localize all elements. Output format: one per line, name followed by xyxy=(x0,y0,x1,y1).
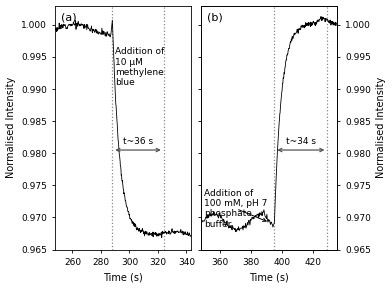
Text: Addition of
100 mM, pH 7
phosphate
buffer: Addition of 100 mM, pH 7 phosphate buffe… xyxy=(204,189,268,229)
Y-axis label: Normalised Intensity: Normalised Intensity xyxy=(5,77,16,178)
Y-axis label: Normalised Intensity: Normalised Intensity xyxy=(376,77,387,178)
Text: (b): (b) xyxy=(207,13,222,23)
X-axis label: Time (s): Time (s) xyxy=(249,272,289,283)
Text: t~34 s: t~34 s xyxy=(286,137,316,146)
Text: (a): (a) xyxy=(61,13,76,23)
X-axis label: Time (s): Time (s) xyxy=(103,272,143,283)
Text: Addition of
10 μM
methylene
blue: Addition of 10 μM methylene blue xyxy=(115,47,165,88)
Text: t~36 s: t~36 s xyxy=(123,137,153,146)
